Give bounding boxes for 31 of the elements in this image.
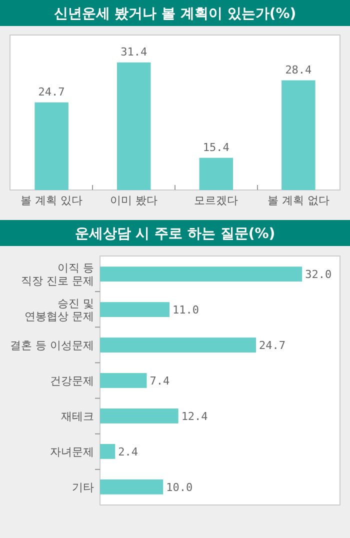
y-tick-label: 건강문제	[50, 374, 94, 388]
bar	[100, 479, 164, 494]
y-tick-label: 재테크	[61, 410, 94, 423]
bar	[100, 373, 147, 388]
chart-title: 운세상담 시 주로 하는 질문(%)	[74, 226, 276, 242]
data-label: 24.7	[259, 339, 286, 352]
data-label: 31.4	[120, 45, 148, 58]
chart-title: 신년운세 봤거나 볼 계획이 있는가(%)	[54, 6, 296, 22]
y-tick-label: 이직 등 직장 진로 문제	[21, 262, 94, 288]
data-label: 24.7	[38, 85, 65, 98]
data-label: 15.4	[202, 140, 230, 154]
data-label: 11.0	[172, 304, 199, 317]
x-tick-label: 볼 계획 있다	[20, 194, 83, 207]
data-label: 28.4	[285, 63, 312, 76]
bar	[100, 338, 256, 352]
data-label: 32.0	[305, 268, 332, 282]
y-tick-label: 기타	[72, 480, 94, 494]
data-label: 10.0	[166, 480, 193, 494]
data-label: 2.4	[118, 445, 138, 458]
y-tick-label: 결혼 등 이성문제	[10, 339, 94, 352]
data-label: 7.4	[150, 374, 170, 388]
bar	[100, 408, 178, 424]
y-tick-label: 승진 및 연봉협상 문제	[24, 297, 94, 324]
x-tick-label: 모르겠다	[194, 194, 238, 207]
bar	[100, 444, 116, 459]
y-tick-label: 자녀문제	[50, 445, 94, 458]
data-label: 12.4	[181, 410, 208, 423]
bar	[100, 302, 170, 318]
x-tick-label: 이미 봤다	[110, 194, 158, 207]
x-tick-label: 볼 계획 없다	[267, 194, 330, 207]
bar	[100, 266, 302, 282]
